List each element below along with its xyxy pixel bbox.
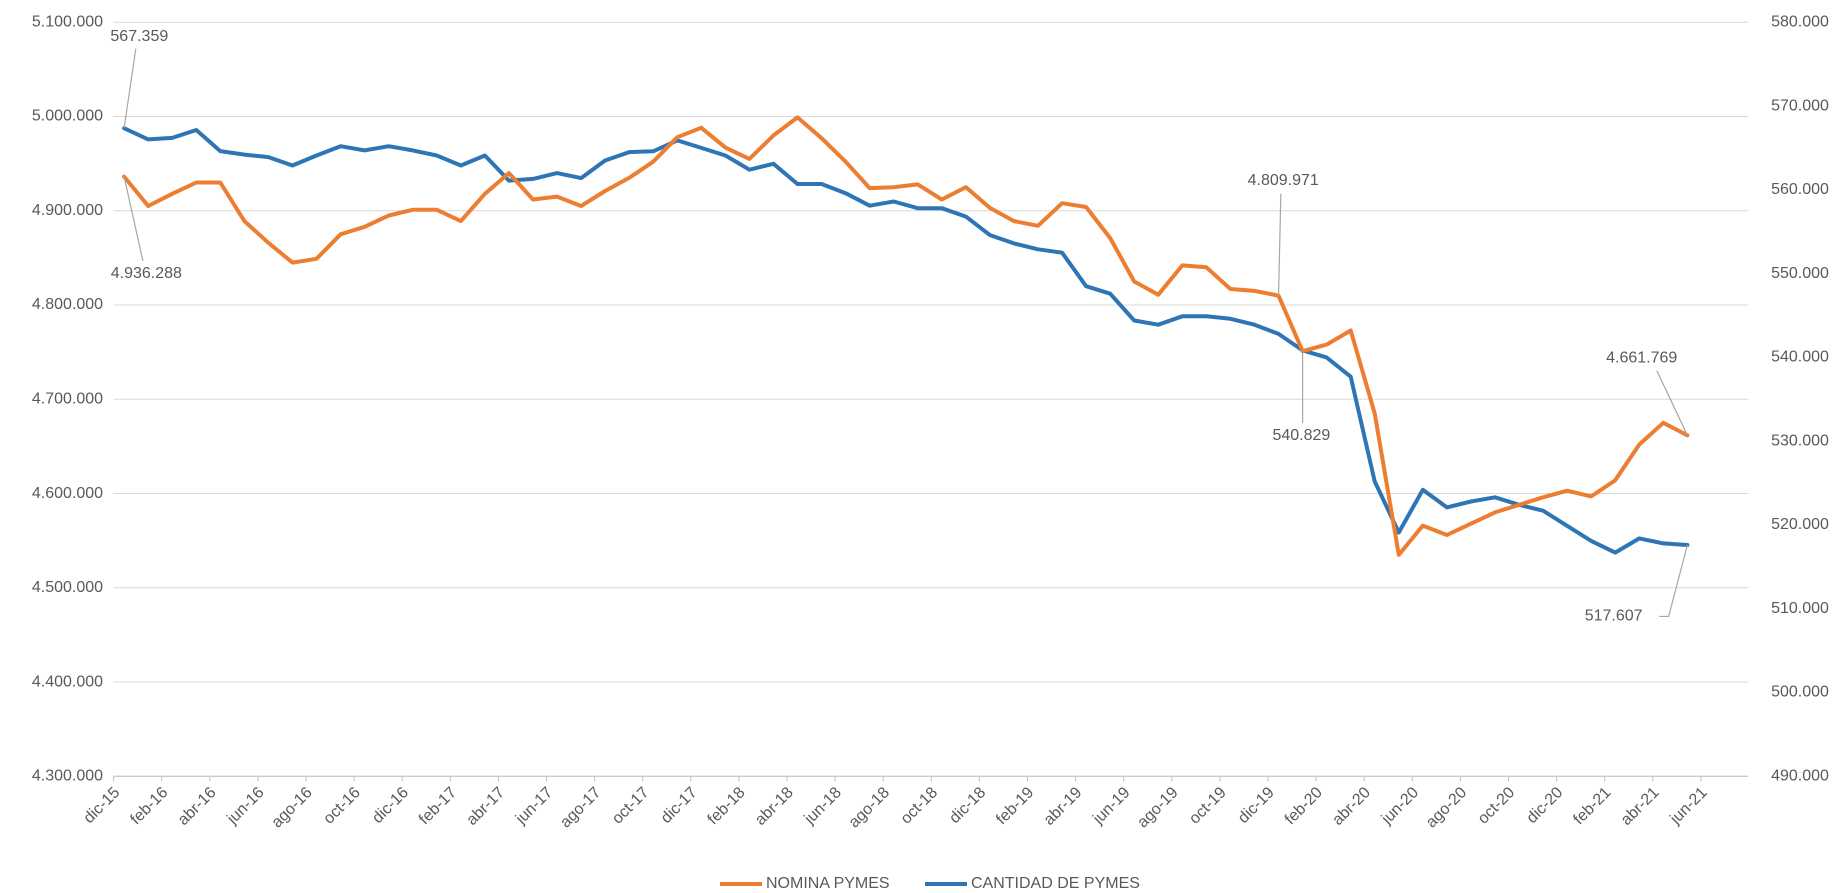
x-tick-label: dic-15 xyxy=(81,784,124,827)
x-tick-label: oct-16 xyxy=(320,784,364,828)
x-tick-label: feb-17 xyxy=(416,784,460,828)
legend-label: NOMINA PYMES xyxy=(766,875,890,892)
x-tick-label: oct-20 xyxy=(1475,784,1519,828)
x-tick-label: ago-19 xyxy=(1134,784,1181,831)
y-tick-label: 5.100.000 xyxy=(32,13,103,30)
x-tick-label: jun-16 xyxy=(224,784,268,828)
y-tick-label: 4.400.000 xyxy=(32,673,103,690)
x-tick-label: dic-20 xyxy=(1524,784,1567,827)
data-label: 4.936.288 xyxy=(111,265,182,282)
x-tick-label: jun-19 xyxy=(1089,784,1133,828)
x-tick-label: dic-17 xyxy=(658,784,701,827)
y-tick-label: 5.000.000 xyxy=(32,108,103,125)
x-tick-label: abr-16 xyxy=(175,784,220,829)
x-tick-label: ago-17 xyxy=(557,784,604,831)
x-tick-label: dic-16 xyxy=(369,784,412,827)
x-tick-label: jun-20 xyxy=(1378,784,1422,828)
x-tick-label: oct-17 xyxy=(609,784,653,828)
x-tick-label: ago-18 xyxy=(846,784,893,831)
x-tick-label: feb-20 xyxy=(1282,784,1326,828)
x-tick-label: feb-16 xyxy=(127,784,171,828)
y2-tick-label: 550.000 xyxy=(1771,265,1829,282)
x-tick-label: abr-21 xyxy=(1618,784,1663,829)
y2-tick-label: 570.000 xyxy=(1771,97,1829,114)
x-tick-label: feb-21 xyxy=(1570,784,1614,828)
leader-line xyxy=(1656,370,1688,436)
x-tick-label: feb-18 xyxy=(705,784,749,828)
data-label: 517.607 xyxy=(1585,608,1643,625)
x-tick-label: jun-18 xyxy=(801,784,845,828)
x-tick-label: jun-17 xyxy=(512,784,556,828)
leader-line xyxy=(1659,544,1688,618)
y-tick-label: 4.700.000 xyxy=(32,390,103,407)
y-tick-label: 4.900.000 xyxy=(32,202,103,219)
x-tick-label: abr-19 xyxy=(1041,784,1086,829)
y2-tick-label: 520.000 xyxy=(1771,516,1829,533)
x-tick-label: oct-18 xyxy=(898,784,942,828)
series-line xyxy=(122,126,1690,555)
series-line xyxy=(122,115,1690,557)
y-tick-label: 4.600.000 xyxy=(32,485,103,502)
y-tick-label: 4.300.000 xyxy=(32,768,103,785)
data-label: 567.359 xyxy=(110,28,168,45)
y2-tick-label: 530.000 xyxy=(1771,432,1829,449)
y-tick-label: 4.500.000 xyxy=(32,579,103,596)
x-tick-label: abr-18 xyxy=(752,784,797,829)
x-tick-label: abr-17 xyxy=(463,784,508,829)
x-tick-label: oct-19 xyxy=(1186,784,1230,828)
x-tick-label: feb-19 xyxy=(993,784,1037,828)
legend-label: CANTIDAD DE PYMES xyxy=(971,875,1140,892)
x-tick-label: ago-20 xyxy=(1423,784,1470,831)
x-tick-label: jun-21 xyxy=(1667,784,1711,828)
y2-tick-label: 510.000 xyxy=(1771,600,1829,617)
data-label: 4.661.769 xyxy=(1606,349,1677,366)
y2-tick-label: 490.000 xyxy=(1771,768,1829,785)
x-tick-label: ago-16 xyxy=(269,784,316,831)
x-tick-label: dic-19 xyxy=(1235,784,1278,827)
x-tick-label: dic-18 xyxy=(946,784,989,827)
y2-tick-label: 540.000 xyxy=(1771,349,1829,366)
leader-line xyxy=(1277,193,1282,296)
y-tick-label: 4.800.000 xyxy=(32,296,103,313)
data-label: 4.809.971 xyxy=(1248,172,1319,189)
x-tick-label: abr-20 xyxy=(1329,784,1374,829)
y2-tick-label: 560.000 xyxy=(1771,181,1829,198)
y2-tick-label: 500.000 xyxy=(1771,684,1829,701)
leader-line xyxy=(123,48,137,129)
data-label: 540.829 xyxy=(1272,427,1330,444)
leader-line xyxy=(123,176,144,261)
y2-tick-label: 580.000 xyxy=(1771,13,1829,30)
